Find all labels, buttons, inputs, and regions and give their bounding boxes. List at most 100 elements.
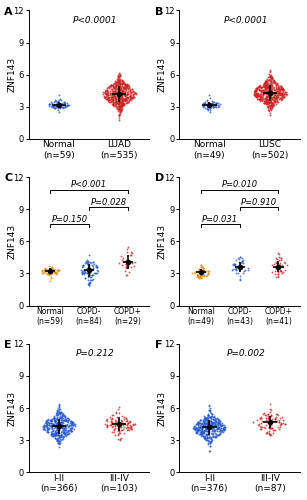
Point [201,426,206,434]
Point [211,425,216,433]
Point [205,416,210,424]
Point [113,88,118,96]
Point [116,100,121,108]
Point [208,422,213,430]
Point [200,102,205,110]
Point [265,78,270,86]
Point [213,100,218,108]
Point [47,262,52,270]
Point [115,78,120,86]
Point [57,424,62,432]
Point [113,80,118,88]
Point [100,90,105,98]
Point [269,86,274,94]
Point [105,86,110,94]
Point [122,83,127,91]
Point [58,432,63,440]
Point [119,105,124,113]
Point [40,268,45,276]
Point [269,90,274,98]
Point [86,258,91,266]
Point [278,85,283,93]
Point [111,82,115,90]
Point [41,422,46,430]
Point [50,424,55,432]
Point [221,422,226,430]
Point [126,81,130,89]
Point [262,79,266,87]
Point [205,103,210,111]
Point [44,418,49,426]
Point [117,70,122,78]
Point [41,269,45,277]
Point [197,426,202,434]
Point [125,426,130,434]
Point [70,419,75,427]
Point [117,94,122,102]
Point [203,434,208,442]
Text: P=0.031: P=0.031 [202,214,238,224]
Point [216,415,220,423]
Point [202,426,207,434]
Point [195,419,200,427]
Point [63,415,68,423]
Point [48,98,53,106]
Point [266,419,270,427]
Point [115,405,120,413]
Point [45,420,49,428]
Point [212,413,216,421]
Point [57,433,62,441]
Point [42,265,47,273]
Point [54,436,59,444]
Point [197,265,202,273]
Point [70,418,75,426]
Point [196,420,201,428]
Point [211,103,216,111]
Point [53,420,58,428]
Point [231,260,235,268]
Point [212,427,217,435]
Point [271,90,276,98]
Point [274,98,279,106]
Point [205,104,210,112]
Point [264,78,269,86]
Point [119,423,124,431]
Point [218,418,223,426]
Point [108,81,113,89]
Point [57,406,62,413]
Point [281,84,286,92]
Point [63,431,68,439]
Point [117,420,122,428]
Point [49,432,53,440]
Point [111,81,115,89]
Point [198,427,203,435]
Point [102,92,107,100]
Point [121,90,126,98]
Point [202,102,207,110]
Point [218,420,223,428]
Point [202,428,207,436]
Point [274,87,279,95]
Point [131,92,136,100]
Text: A: A [4,6,13,16]
Point [48,416,53,424]
Point [58,416,63,424]
Point [266,96,271,104]
Point [200,428,204,436]
Point [59,408,64,416]
Point [119,89,124,97]
Point [280,84,285,92]
Point [122,89,126,97]
Point [273,264,278,272]
Point [107,98,111,106]
Point [55,423,60,431]
Point [41,266,46,274]
Point [111,92,116,100]
Point [126,268,131,276]
Point [273,100,278,108]
Point [196,274,201,281]
Point [206,424,211,432]
Point [61,424,66,432]
Point [48,419,53,427]
Point [201,101,206,109]
